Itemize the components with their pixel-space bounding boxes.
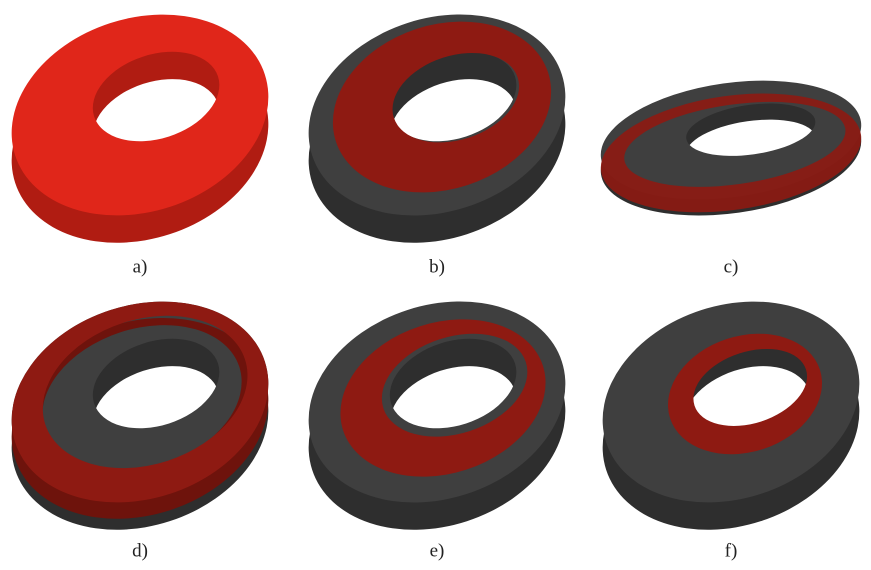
panel-label: a) bbox=[133, 256, 148, 277]
panel-label: b) bbox=[429, 256, 445, 277]
figure: a) b) c) d) e) f) bbox=[0, 0, 871, 570]
renders bbox=[0, 0, 871, 562]
panel-label: e) bbox=[430, 540, 445, 561]
panel-label: d) bbox=[132, 540, 148, 561]
panel-label: c) bbox=[724, 256, 739, 277]
panel-label: f) bbox=[725, 540, 738, 561]
page: {"panels": [{"label": "a)"}, {"label": "… bbox=[0, 0, 871, 570]
